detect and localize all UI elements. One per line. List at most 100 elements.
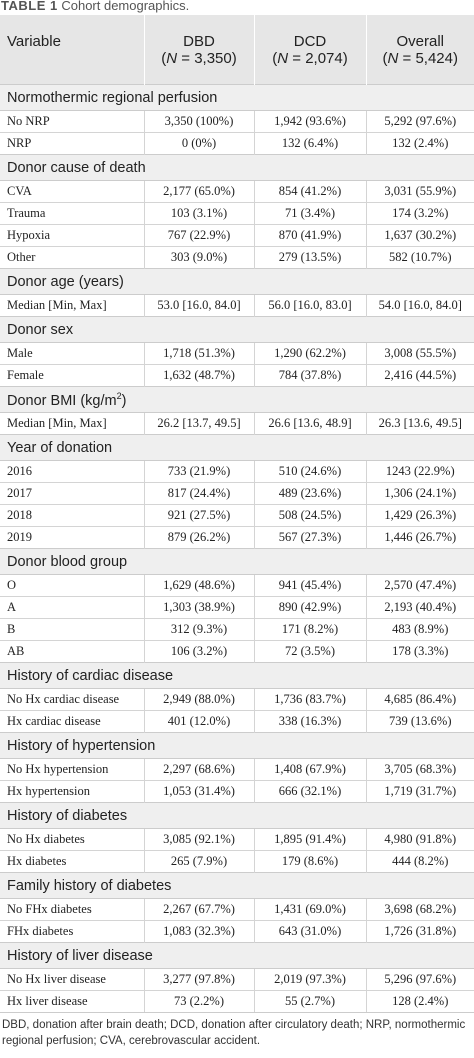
- cell-dcd: 567 (27.3%): [254, 526, 367, 549]
- cell-dbd: 103 (3.1%): [144, 202, 255, 225]
- cell-dcd: 784 (37.8%): [254, 364, 367, 387]
- row-label: 2019: [0, 526, 145, 549]
- section-title: Donor BMI (kg/m2): [0, 386, 474, 413]
- section-title: History of hypertension: [0, 732, 474, 759]
- table-row: Trauma 103 (3.1%) 71 (3.4%) 174 (3.2%): [0, 202, 474, 225]
- row-label: NRP: [0, 132, 145, 155]
- cell-dbd: 73 (2.2%): [144, 990, 255, 1012]
- cell-overall: 26.3 [13.6, 49.5]: [366, 412, 474, 435]
- section-title: Donor cause of death: [0, 154, 474, 181]
- row-label: No Hx cardiac disease: [0, 688, 145, 711]
- cell-dbd: 1,053 (31.4%): [144, 780, 255, 803]
- header-dcd: DCD (N = 2,074): [254, 15, 367, 85]
- table-title: Cohort demographics.: [61, 0, 190, 13]
- cell-dcd: 2,019 (97.3%): [254, 968, 367, 991]
- cell-overall: 739 (13.6%): [366, 710, 474, 733]
- section-header-row: Donor BMI (kg/m2): [0, 386, 474, 413]
- cell-dcd: 1,431 (69.0%): [254, 898, 367, 921]
- section-title-text: Year of donation: [7, 440, 113, 456]
- header-dcd-n-value: = 2,074): [288, 49, 348, 67]
- row-label: 2018: [0, 504, 145, 527]
- cell-overall: 3,008 (55.5%): [366, 342, 474, 365]
- cell-dbd: 26.2 [13.7, 49.5]: [144, 412, 255, 435]
- cell-dbd: 3,350 (100%): [144, 110, 255, 133]
- row-label: Hx hypertension: [0, 780, 145, 803]
- cell-overall: 444 (8.2%): [366, 850, 474, 873]
- row-label: CVA: [0, 180, 145, 203]
- section-header-row: History of liver disease: [0, 942, 474, 969]
- row-label: Female: [0, 364, 145, 387]
- table-row: Male 1,718 (51.3%) 1,290 (62.2%) 3,008 (55.…: [0, 342, 474, 365]
- cell-dcd: 1,736 (83.7%): [254, 688, 367, 711]
- cell-overall: 132 (2.4%): [366, 132, 474, 155]
- cell-dcd: 179 (8.6%): [254, 850, 367, 873]
- cell-overall: 1,719 (31.7%): [366, 780, 474, 803]
- section-title-text: Normothermic regional perfusion: [7, 90, 218, 106]
- table-row: 2018 921 (27.5%) 508 (24.5%) 1,429 (26.3%): [0, 504, 474, 527]
- section-header-row: History of cardiac disease: [0, 662, 474, 689]
- section-header-row: Year of donation: [0, 434, 474, 461]
- row-label: No Hx hypertension: [0, 758, 145, 781]
- cell-dcd: 338 (16.3%): [254, 710, 367, 733]
- table-caption: TABLE 1 Cohort demographics.: [0, 0, 474, 15]
- cell-dcd: 508 (24.5%): [254, 504, 367, 527]
- table-row: No Hx liver disease 3,277 (97.8%) 2,019 (9…: [0, 968, 474, 991]
- section-title: Donor age (years): [0, 268, 474, 295]
- table-row: A 1,303 (38.9%) 890 (42.9%) 2,193 (40.4%): [0, 596, 474, 619]
- cell-dbd: 733 (21.9%): [144, 460, 255, 483]
- section-title-text: History of liver disease: [7, 948, 153, 964]
- section-title: Family history of diabetes: [0, 872, 474, 899]
- cell-dbd: 921 (27.5%): [144, 504, 255, 527]
- cell-overall: 1,637 (30.2%): [366, 224, 474, 247]
- cell-overall: 483 (8.9%): [366, 618, 474, 641]
- header-dbd-n-value: = 3,350): [177, 49, 237, 67]
- cell-dbd: 1,303 (38.9%): [144, 596, 255, 619]
- cell-dbd: 1,083 (32.3%): [144, 920, 255, 943]
- cell-dcd: 1,895 (91.4%): [254, 828, 367, 851]
- cell-overall: 178 (3.3%): [366, 640, 474, 663]
- section-title-text: History of diabetes: [7, 808, 128, 824]
- cell-dcd: 55 (2.7%): [254, 990, 367, 1012]
- cell-overall: 3,705 (68.3%): [366, 758, 474, 781]
- cell-dbd: 1,632 (48.7%): [144, 364, 255, 387]
- cell-dcd: 854 (41.2%): [254, 180, 367, 203]
- table-row: 2019 879 (26.2%) 567 (27.3%) 1,446 (26.7%): [0, 526, 474, 549]
- cell-overall: 2,416 (44.5%): [366, 364, 474, 387]
- section-title: Year of donation: [0, 434, 474, 461]
- cell-dbd: 767 (22.9%): [144, 224, 255, 247]
- table-row: Median [Min, Max] 53.0 [16.0, 84.0] 56.0 […: [0, 294, 474, 317]
- row-label: B: [0, 618, 145, 641]
- cell-dbd: 312 (9.3%): [144, 618, 255, 641]
- cell-dcd: 1,290 (62.2%): [254, 342, 367, 365]
- row-label: Hx diabetes: [0, 850, 145, 873]
- cell-dbd: 3,085 (92.1%): [144, 828, 255, 851]
- cell-overall: 128 (2.4%): [366, 990, 474, 1012]
- row-label: No Hx diabetes: [0, 828, 145, 851]
- table-row: Hx cardiac disease 401 (12.0%) 338 (16.3%)…: [0, 710, 474, 733]
- header-variable: Variable: [0, 15, 145, 85]
- cell-overall: 4,980 (91.8%): [366, 828, 474, 851]
- table-body: Normothermic regional perfusion No NRP 3,3…: [0, 84, 474, 1012]
- row-label: Median [Min, Max]: [0, 412, 145, 435]
- cell-dcd: 941 (45.4%): [254, 574, 367, 597]
- section-header-row: Donor blood group: [0, 548, 474, 575]
- row-label: O: [0, 574, 145, 597]
- cell-dcd: 489 (23.6%): [254, 482, 367, 505]
- section-header-row: Family history of diabetes: [0, 872, 474, 899]
- section-title: Donor blood group: [0, 548, 474, 575]
- table-row: B 312 (9.3%) 171 (8.2%) 483 (8.9%): [0, 618, 474, 641]
- section-title-superscript: 2: [116, 391, 122, 402]
- table-row: No Hx diabetes 3,085 (92.1%) 1,895 (91.4%)…: [0, 828, 474, 851]
- section-title: History of liver disease: [0, 942, 474, 969]
- table-row: Hypoxia 767 (22.9%) 870 (41.9%) 1,637 (30.2…: [0, 224, 474, 247]
- table-row: No Hx cardiac disease 2,949 (88.0%) 1,736 …: [0, 688, 474, 711]
- cell-dcd: 279 (13.5%): [254, 246, 367, 269]
- cell-overall: 3,698 (68.2%): [366, 898, 474, 921]
- cell-dbd: 2,177 (65.0%): [144, 180, 255, 203]
- header-overall-n-label: N: [387, 49, 399, 67]
- table-row: CVA 2,177 (65.0%) 854 (41.2%) 3,031 (55.9%): [0, 180, 474, 203]
- table-row: Hx diabetes 265 (7.9%) 179 (8.6%) 444 (8.2%…: [0, 850, 474, 873]
- cell-dbd: 106 (3.2%): [144, 640, 255, 663]
- table-row: Female 1,632 (48.7%) 784 (37.8%) 2,416 (44.…: [0, 364, 474, 387]
- section-title-text: Donor cause of death: [7, 160, 146, 176]
